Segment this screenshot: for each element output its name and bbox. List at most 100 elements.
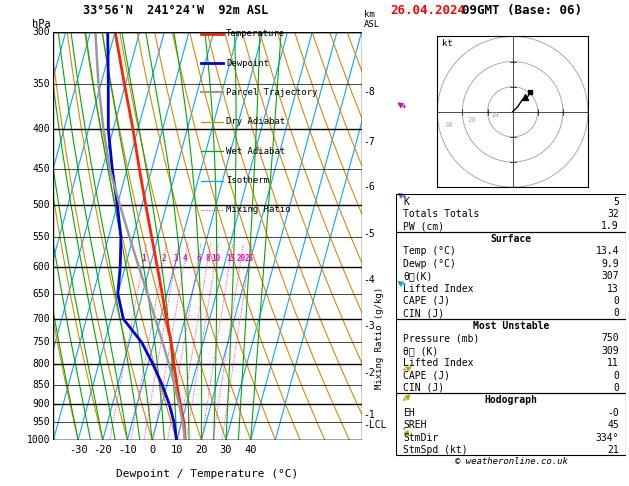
Text: Lifted Index: Lifted Index [403, 283, 474, 294]
Text: 900: 900 [33, 399, 50, 409]
Text: 309: 309 [601, 346, 619, 356]
Text: -20: -20 [93, 445, 112, 455]
Text: θᴇ(K): θᴇ(K) [403, 271, 433, 281]
Text: EH: EH [403, 408, 415, 418]
Text: K: K [403, 197, 409, 207]
Text: Isotherm: Isotherm [226, 176, 269, 185]
Text: 40: 40 [245, 445, 257, 455]
Text: 950: 950 [33, 417, 50, 428]
Text: 21: 21 [607, 445, 619, 455]
Text: θᴇ (K): θᴇ (K) [403, 346, 438, 356]
Text: CIN (J): CIN (J) [403, 383, 444, 393]
Text: kt: kt [442, 39, 453, 49]
Text: Lifted Index: Lifted Index [403, 358, 474, 368]
Text: -7: -7 [364, 137, 376, 147]
Text: -5: -5 [364, 229, 376, 239]
Text: CAPE (J): CAPE (J) [403, 370, 450, 381]
Text: -10: -10 [118, 445, 137, 455]
Text: 10: 10 [170, 445, 183, 455]
Text: -30: -30 [69, 445, 87, 455]
Text: Wet Adiabat: Wet Adiabat [226, 147, 285, 156]
Text: StmDir: StmDir [403, 433, 438, 443]
Text: •: • [402, 281, 407, 290]
Text: 650: 650 [33, 289, 50, 299]
Text: 300: 300 [33, 27, 50, 36]
Text: 25: 25 [245, 254, 254, 262]
Text: -0: -0 [607, 408, 619, 418]
Text: 30: 30 [220, 445, 232, 455]
Text: 0: 0 [613, 309, 619, 318]
Text: 3: 3 [174, 254, 179, 262]
Text: 13: 13 [607, 283, 619, 294]
Text: 32: 32 [607, 209, 619, 219]
Text: StmSpd (kt): StmSpd (kt) [403, 445, 468, 455]
Text: -1: -1 [364, 410, 376, 420]
Text: hPa: hPa [31, 19, 50, 29]
Text: 750: 750 [33, 337, 50, 347]
Text: 0: 0 [613, 296, 619, 306]
Text: -2: -2 [364, 367, 376, 378]
Text: Surface: Surface [491, 234, 532, 244]
Text: 10: 10 [211, 254, 221, 262]
Text: •: • [402, 366, 407, 375]
Text: 45: 45 [607, 420, 619, 430]
Text: 26.04.2024: 26.04.2024 [390, 4, 465, 17]
Text: 6: 6 [196, 254, 201, 262]
Text: 10: 10 [490, 112, 499, 118]
Text: Mixing Ratio (g/kg): Mixing Ratio (g/kg) [375, 287, 384, 389]
Text: 307: 307 [601, 271, 619, 281]
Text: •: • [402, 396, 407, 405]
Text: 1.9: 1.9 [601, 222, 619, 231]
Text: Temp (°C): Temp (°C) [403, 246, 456, 256]
Text: -LCL: -LCL [364, 420, 387, 430]
Text: 0: 0 [613, 370, 619, 381]
Text: Hodograph: Hodograph [484, 395, 538, 405]
Text: CIN (J): CIN (J) [403, 309, 444, 318]
Text: 0: 0 [613, 383, 619, 393]
Text: Parcel Trajectory: Parcel Trajectory [226, 88, 318, 97]
Text: 700: 700 [33, 314, 50, 324]
Text: Mixing Ratio: Mixing Ratio [226, 206, 291, 214]
Text: 5: 5 [613, 197, 619, 207]
Text: -8: -8 [364, 87, 376, 97]
Text: km
ASL: km ASL [364, 11, 380, 29]
Text: 450: 450 [33, 164, 50, 174]
Text: 20: 20 [195, 445, 208, 455]
Text: 20: 20 [237, 254, 246, 262]
Text: Pressure (mb): Pressure (mb) [403, 333, 479, 343]
Text: 33°56'N  241°24'W  92m ASL: 33°56'N 241°24'W 92m ASL [84, 4, 269, 17]
Text: Dewpoint / Temperature (°C): Dewpoint / Temperature (°C) [116, 469, 299, 479]
Text: •: • [402, 103, 407, 112]
Text: 0: 0 [149, 445, 155, 455]
Text: 1000: 1000 [27, 435, 50, 445]
Text: 600: 600 [33, 261, 50, 272]
Text: 4: 4 [183, 254, 187, 262]
Text: SREH: SREH [403, 420, 426, 430]
Text: Totals Totals: Totals Totals [403, 209, 479, 219]
Text: Dewp (°C): Dewp (°C) [403, 259, 456, 269]
Text: 2: 2 [162, 254, 166, 262]
Text: 400: 400 [33, 124, 50, 134]
Text: 11: 11 [607, 358, 619, 368]
Text: Dry Adiabat: Dry Adiabat [226, 117, 285, 126]
Text: Temperature: Temperature [226, 29, 285, 38]
Text: © weatheronline.co.uk: © weatheronline.co.uk [455, 457, 567, 467]
Text: 30: 30 [445, 122, 454, 128]
Text: PW (cm): PW (cm) [403, 222, 444, 231]
Text: 350: 350 [33, 79, 50, 89]
Text: 20: 20 [467, 117, 476, 123]
Text: 500: 500 [33, 200, 50, 210]
Text: -3: -3 [364, 321, 376, 331]
Text: •: • [402, 425, 407, 434]
Text: 8: 8 [206, 254, 211, 262]
Text: 550: 550 [33, 232, 50, 242]
Text: -4: -4 [364, 276, 376, 285]
Text: 15: 15 [226, 254, 235, 262]
Text: 1: 1 [142, 254, 147, 262]
Text: 09GMT (Base: 06): 09GMT (Base: 06) [462, 4, 582, 17]
Text: 800: 800 [33, 359, 50, 369]
Text: 750: 750 [601, 333, 619, 343]
Text: -6: -6 [364, 182, 376, 192]
Text: 850: 850 [33, 380, 50, 390]
Text: •: • [402, 193, 407, 203]
